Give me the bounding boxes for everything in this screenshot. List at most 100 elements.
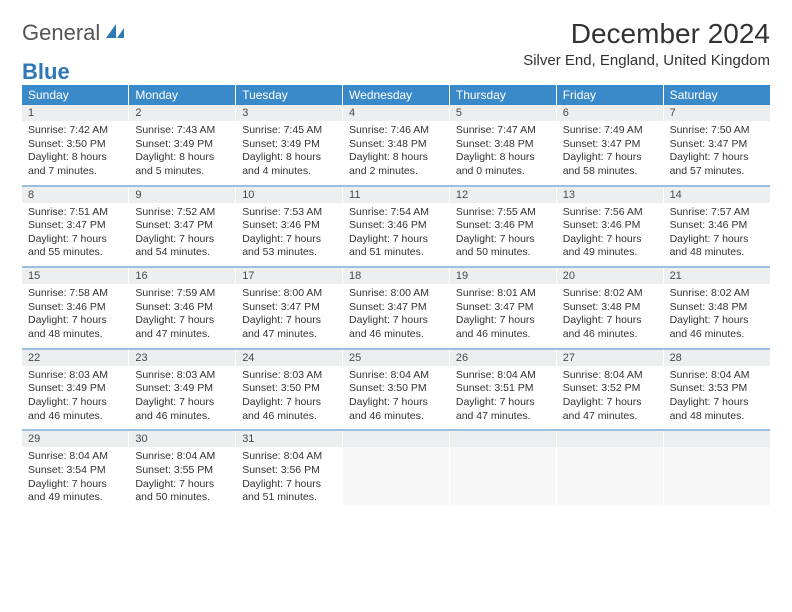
day-body: Sunrise: 7:54 AMSunset: 3:46 PMDaylight:… (343, 203, 449, 267)
sunset-text: Sunset: 3:55 PM (135, 464, 229, 478)
day-body: Sunrise: 8:04 AMSunset: 3:52 PMDaylight:… (557, 366, 663, 430)
day-body (664, 447, 770, 505)
daylight-text: Daylight: 7 hours and 46 minutes. (456, 314, 550, 341)
sunrise-text: Sunrise: 7:49 AM (563, 124, 657, 138)
brand-word-1: General (22, 22, 100, 44)
calendar-day-cell: 5Sunrise: 7:47 AMSunset: 3:48 PMDaylight… (449, 105, 556, 186)
sunrise-text: Sunrise: 8:03 AM (135, 369, 229, 383)
day-body: Sunrise: 7:56 AMSunset: 3:46 PMDaylight:… (557, 203, 663, 267)
title-block: December 2024 Silver End, England, Unite… (523, 18, 770, 75)
daylight-text: Daylight: 7 hours and 46 minutes. (349, 396, 443, 423)
day-body: Sunrise: 8:04 AMSunset: 3:54 PMDaylight:… (22, 447, 128, 511)
sunset-text: Sunset: 3:46 PM (242, 219, 336, 233)
calendar-page: General December 2024 Silver End, Englan… (0, 0, 792, 521)
sunrise-text: Sunrise: 8:04 AM (28, 450, 122, 464)
daylight-text: Daylight: 7 hours and 47 minutes. (135, 314, 229, 341)
sunrise-text: Sunrise: 8:04 AM (563, 369, 657, 383)
daylight-text: Daylight: 8 hours and 7 minutes. (28, 151, 122, 178)
day-body (557, 447, 663, 505)
day-body: Sunrise: 7:45 AMSunset: 3:49 PMDaylight:… (236, 121, 342, 185)
weekday-header-row: Sunday Monday Tuesday Wednesday Thursday… (22, 85, 770, 105)
day-body: Sunrise: 8:04 AMSunset: 3:50 PMDaylight:… (343, 366, 449, 430)
sunrise-text: Sunrise: 8:04 AM (242, 450, 336, 464)
sunset-text: Sunset: 3:46 PM (563, 219, 657, 233)
day-body (343, 447, 449, 505)
calendar-day-cell: 27Sunrise: 8:04 AMSunset: 3:52 PMDayligh… (556, 349, 663, 431)
day-body: Sunrise: 7:58 AMSunset: 3:46 PMDaylight:… (22, 284, 128, 348)
sunrise-text: Sunrise: 8:03 AM (28, 369, 122, 383)
sunrise-text: Sunrise: 7:45 AM (242, 124, 336, 138)
sunrise-text: Sunrise: 7:47 AM (456, 124, 550, 138)
day-body (450, 447, 556, 505)
day-number: 7 (664, 105, 770, 121)
sunset-text: Sunset: 3:46 PM (456, 219, 550, 233)
calendar-day-cell: 26Sunrise: 8:04 AMSunset: 3:51 PMDayligh… (449, 349, 556, 431)
sunset-text: Sunset: 3:48 PM (349, 138, 443, 152)
sunrise-text: Sunrise: 8:00 AM (349, 287, 443, 301)
sunrise-text: Sunrise: 7:59 AM (135, 287, 229, 301)
day-number (664, 431, 770, 447)
day-body: Sunrise: 8:03 AMSunset: 3:49 PMDaylight:… (129, 366, 235, 430)
sunset-text: Sunset: 3:49 PM (135, 138, 229, 152)
location-subtitle: Silver End, England, United Kingdom (523, 52, 770, 69)
daylight-text: Daylight: 7 hours and 47 minutes. (242, 314, 336, 341)
day-number: 2 (129, 105, 235, 121)
weekday-header: Sunday (22, 85, 129, 105)
sunset-text: Sunset: 3:48 PM (563, 301, 657, 315)
day-number: 9 (129, 187, 235, 203)
calendar-day-cell: 23Sunrise: 8:03 AMSunset: 3:49 PMDayligh… (129, 349, 236, 431)
daylight-text: Daylight: 7 hours and 46 minutes. (349, 314, 443, 341)
sunset-text: Sunset: 3:48 PM (670, 301, 764, 315)
day-number: 24 (236, 350, 342, 366)
sunset-text: Sunset: 3:49 PM (242, 138, 336, 152)
sunset-text: Sunset: 3:53 PM (670, 382, 764, 396)
day-body: Sunrise: 8:03 AMSunset: 3:49 PMDaylight:… (22, 366, 128, 430)
calendar-table: Sunday Monday Tuesday Wednesday Thursday… (22, 85, 770, 511)
calendar-day-cell: 10Sunrise: 7:53 AMSunset: 3:46 PMDayligh… (236, 186, 343, 268)
day-number: 12 (450, 187, 556, 203)
sunrise-text: Sunrise: 8:02 AM (563, 287, 657, 301)
day-number: 23 (129, 350, 235, 366)
daylight-text: Daylight: 8 hours and 0 minutes. (456, 151, 550, 178)
sunrise-text: Sunrise: 7:56 AM (563, 206, 657, 220)
sunset-text: Sunset: 3:50 PM (349, 382, 443, 396)
day-body: Sunrise: 8:01 AMSunset: 3:47 PMDaylight:… (450, 284, 556, 348)
daylight-text: Daylight: 8 hours and 4 minutes. (242, 151, 336, 178)
calendar-day-cell (343, 430, 450, 511)
day-number: 29 (22, 431, 128, 447)
day-number: 26 (450, 350, 556, 366)
day-number: 6 (557, 105, 663, 121)
daylight-text: Daylight: 7 hours and 49 minutes. (28, 478, 122, 505)
day-number: 28 (664, 350, 770, 366)
daylight-text: Daylight: 7 hours and 48 minutes. (670, 233, 764, 260)
month-title: December 2024 (523, 18, 770, 50)
daylight-text: Daylight: 7 hours and 50 minutes. (135, 478, 229, 505)
day-body: Sunrise: 8:02 AMSunset: 3:48 PMDaylight:… (664, 284, 770, 348)
calendar-day-cell: 1Sunrise: 7:42 AMSunset: 3:50 PMDaylight… (22, 105, 129, 186)
sunset-text: Sunset: 3:46 PM (670, 219, 764, 233)
calendar-week-row: 22Sunrise: 8:03 AMSunset: 3:49 PMDayligh… (22, 349, 770, 431)
brand-logo: General (22, 18, 128, 44)
daylight-text: Daylight: 7 hours and 51 minutes. (242, 478, 336, 505)
daylight-text: Daylight: 7 hours and 46 minutes. (563, 314, 657, 341)
sunset-text: Sunset: 3:47 PM (563, 138, 657, 152)
calendar-day-cell: 14Sunrise: 7:57 AMSunset: 3:46 PMDayligh… (663, 186, 770, 268)
day-number: 30 (129, 431, 235, 447)
weekday-header: Saturday (663, 85, 770, 105)
calendar-day-cell: 13Sunrise: 7:56 AMSunset: 3:46 PMDayligh… (556, 186, 663, 268)
sunset-text: Sunset: 3:47 PM (28, 219, 122, 233)
sunrise-text: Sunrise: 7:42 AM (28, 124, 122, 138)
daylight-text: Daylight: 7 hours and 46 minutes. (670, 314, 764, 341)
day-number: 25 (343, 350, 449, 366)
calendar-day-cell: 25Sunrise: 8:04 AMSunset: 3:50 PMDayligh… (343, 349, 450, 431)
sunrise-text: Sunrise: 8:01 AM (456, 287, 550, 301)
sunrise-text: Sunrise: 7:55 AM (456, 206, 550, 220)
day-body: Sunrise: 7:52 AMSunset: 3:47 PMDaylight:… (129, 203, 235, 267)
day-number: 1 (22, 105, 128, 121)
calendar-week-row: 1Sunrise: 7:42 AMSunset: 3:50 PMDaylight… (22, 105, 770, 186)
brand-word-2: Blue (22, 61, 70, 83)
calendar-day-cell: 31Sunrise: 8:04 AMSunset: 3:56 PMDayligh… (236, 430, 343, 511)
day-body: Sunrise: 8:02 AMSunset: 3:48 PMDaylight:… (557, 284, 663, 348)
sunset-text: Sunset: 3:56 PM (242, 464, 336, 478)
day-body: Sunrise: 8:04 AMSunset: 3:56 PMDaylight:… (236, 447, 342, 511)
